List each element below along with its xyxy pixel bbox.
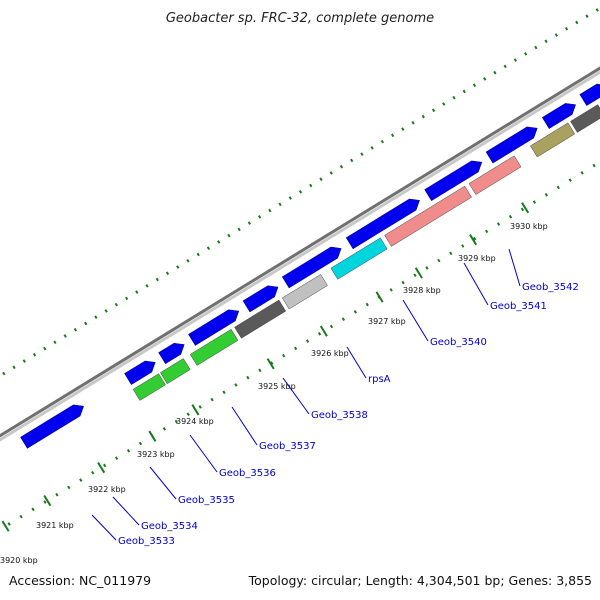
scale-tick-label: 3922 kbp [88,485,126,494]
gene-feature-box [384,185,472,247]
gene-feature-box [330,237,388,280]
scale-tick-label: 3923 kbp [137,450,175,459]
gene-leader-line [463,262,489,306]
gene-feature-box [530,122,576,158]
scale-major-tick [1,520,10,532]
scale-tick-label: 3920 kbp [0,556,38,565]
forward-cds-arrow [542,103,576,129]
gene-leader-line [91,514,117,541]
outer-tick-track [0,0,600,495]
scale-major-tick [375,291,384,303]
gene-label: Geob_3537 [259,441,316,452]
forward-cds-arrow [424,160,483,202]
scale-tick-label: 3926 kbp [311,349,349,358]
scale-tick-label: 3930 kbp [510,222,548,231]
forward-cds-arrow [158,342,185,365]
gene-labels: Geob_3533 Geob_3534 Geob_3535 Geob_3536 Geob… [91,248,579,547]
accession-text: Accession: NC_011979 [9,573,152,588]
forward-cds-track [20,83,600,449]
gene-leader-line [402,299,429,342]
gene-leader-line [508,248,521,287]
forward-cds-arrow [345,198,420,250]
scale-major-tick [521,202,530,214]
forward-cds-arrow [124,360,156,385]
forward-cds-arrow [188,309,240,346]
forward-cds-arrow [20,404,84,449]
gene-label: Geob_3542 [522,282,579,293]
scale-major-tick [191,404,200,416]
gene-leader-line [149,466,177,500]
gene-leader-line [112,496,140,526]
scale-major-tick [43,494,52,507]
gene-leader-line [282,377,310,415]
gene-feature-box [570,104,600,133]
forward-cds-arrow [281,246,342,289]
scale-major-tick [319,325,328,337]
scale-major-tick [266,358,275,370]
gene-label: Geob_3533 [118,536,175,547]
scale-tick-label: 3929 kbp [458,254,496,263]
gene-label: Geob_3534 [141,521,198,532]
scale-tick-label: 3928 kbp [403,286,441,295]
gene-label: Geob_3541 [490,301,547,312]
backbone-light [0,0,600,542]
forward-cds-arrow [579,83,600,106]
colored-feature-track [132,104,600,401]
scale-tick-label: 3921 kbp [36,521,74,530]
gene-feature-box [234,299,286,339]
scale-tick-label: 3925 kbp [258,382,296,391]
gene-leader-line [231,406,258,446]
scale-major-tick [469,234,478,246]
inner-tick-track [0,60,600,600]
forward-cds-arrow [242,285,279,313]
gene-feature-box [282,274,328,310]
gene-leader-line [189,434,218,473]
gene-feature-box [468,155,522,195]
scale-tick-label: 3927 kbp [368,317,406,326]
topology-text: Topology: circular; Length: 4,304,501 bp… [248,573,592,588]
backbone-dark [0,0,600,539]
gene-label: Geob_3535 [178,495,235,506]
gene-leader-line [346,346,367,379]
scale-major-tick [97,461,106,474]
gene-feature-box [160,358,191,385]
scale-major-tick [148,430,157,442]
scale-labels: 3920 kbp 3921 kbp 3922 kbp 3923 kbp 3924 kbp… [0,222,548,565]
gene-label: Geob_3540 [430,337,487,348]
map-title: Geobacter sp. FRC-32, complete genome [166,11,434,26]
gene-feature-box [132,373,166,401]
gene-label: rpsA [368,374,391,385]
gene-label: Geob_3536 [219,468,276,479]
scale-major-ticks [1,202,530,532]
gene-feature-box [189,329,239,366]
forward-cds-arrow [485,126,538,164]
scale-tick-label: 3924 kbp [176,417,214,426]
scale-major-tick [414,267,423,279]
gene-label: Geob_3538 [311,410,368,421]
